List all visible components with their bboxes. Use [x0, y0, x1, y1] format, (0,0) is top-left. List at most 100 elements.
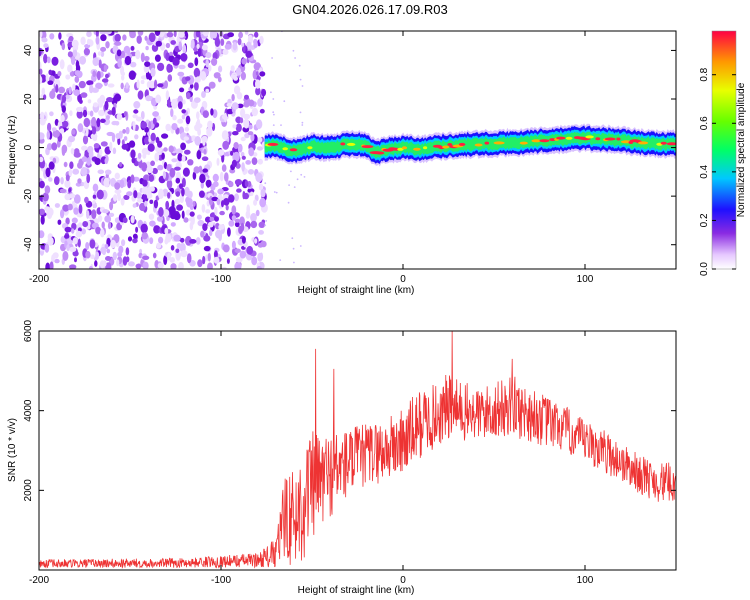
spectrogram-noise-speck [207, 120, 213, 129]
colorbar-tick-label: 0.8 [699, 67, 710, 81]
spectrogram-noise-speck [62, 204, 70, 212]
spectrogram-noise-speck [86, 80, 94, 86]
spectrogram-noise-speck [39, 68, 43, 75]
spectrogram-noise-speck [145, 95, 152, 102]
spectrogram-noise-speck [236, 92, 243, 100]
spectrogram-noise-speck [67, 203, 73, 211]
spectrogram-noise-speck [177, 101, 183, 110]
spectrogram-noise-speck [168, 145, 174, 153]
spectrogram-noise-speck [292, 247, 295, 250]
spectrogram-noise-speck [104, 215, 112, 223]
spectrogram-noise-speck [83, 48, 90, 56]
spectrogram-signal-core [595, 137, 601, 141]
spectrogram-noise-speck [231, 102, 239, 110]
spectrogram-noise-speck [135, 49, 141, 60]
spectrogram-noise-speck [157, 83, 164, 88]
spectrogram-noise-speck [120, 50, 126, 59]
spectrogram-noise-speck [167, 252, 171, 261]
spectrogram-noise-speck [224, 172, 229, 182]
spectrogram-noise-speck [273, 113, 275, 116]
spectrogram-noise-speck [127, 236, 133, 242]
spectrogram-noise-speck [145, 45, 149, 51]
spectrogram-noise-speck [42, 192, 49, 202]
spectrogram-noise-speck [264, 224, 267, 227]
spectrogram-noise-speck [61, 146, 66, 157]
spectrogram-noise-speck [192, 171, 197, 180]
spectrogram-noise-speck [60, 177, 64, 185]
spectrogram-noise-speck [121, 143, 129, 150]
spectrogram-signal-core [565, 136, 573, 140]
spectrogram-noise-speck [236, 188, 242, 193]
spectrogram-noise-speck [300, 173, 303, 176]
spectrogram-noise-speck [45, 73, 49, 83]
spectrogram-noise-speck [67, 64, 73, 73]
spectrogram-noise-speck [203, 245, 211, 252]
spectrogram-noise-speck [148, 174, 155, 182]
spectrogram-noise-speck [157, 62, 165, 72]
spectrogram-noise-speck [201, 204, 206, 213]
spectrogram-noise-speck [76, 106, 84, 112]
spectrogram-noise-speck [185, 115, 191, 125]
spectrogram-noise-speck [114, 41, 122, 46]
spectrogram-noise-speck [104, 157, 109, 165]
spectrogram-noise-speck [92, 183, 99, 192]
spectrogram-noise-speck [147, 143, 155, 152]
spectrogram-noise-speck [92, 126, 97, 135]
spectrogram-noise-speck [105, 262, 112, 269]
spectrogram-noise-speck [154, 79, 158, 89]
spectrogram-noise-speck [105, 41, 110, 49]
spectrogram-noise-speck [257, 158, 263, 165]
spectrogram-noise-speck [52, 157, 57, 164]
spectrogram-noise-speck [210, 108, 214, 116]
spectrogram-noise-speck [234, 193, 239, 202]
spectrogram-noise-speck [73, 148, 80, 156]
spectrogram-noise-speck [68, 35, 74, 42]
spectrogram-noise-speck [187, 190, 193, 199]
spectrogram-noise-speck [115, 133, 121, 139]
spectrogram-noise-speck [181, 154, 186, 162]
spectrogram-signal-core [493, 141, 505, 145]
spectrogram-noise-speck [159, 188, 163, 193]
spectrogram-noise-speck [80, 166, 88, 177]
spectrogram-noise-speck [270, 91, 272, 94]
spectrogram-y-tick-label: -40 [23, 237, 34, 252]
spectrogram-noise-speck [231, 205, 237, 215]
spectrogram-noise-speck [75, 60, 80, 69]
spectrogram-noise-speck [65, 74, 71, 80]
spectrogram-noise-speck [189, 83, 194, 89]
spectrogram-noise-speck [202, 223, 208, 232]
spectrogram-noise-speck [222, 49, 229, 55]
spectrogram-noise-speck [155, 40, 162, 47]
spectrogram-noise-speck [234, 248, 241, 254]
spectrogram-noise-speck [303, 176, 306, 178]
spectrogram-noise-speck [299, 245, 302, 247]
spectrogram-noise-speck [228, 220, 235, 227]
spectrogram-noise-speck [179, 87, 185, 93]
spectrogram-signal-core [340, 142, 346, 146]
spectrogram-y-tick-label: -20 [23, 188, 34, 203]
spectrogram-signal-core [638, 141, 649, 145]
spectrogram-noise-speck [228, 181, 234, 188]
spectrogram-noise-speck [166, 164, 172, 172]
spectrogram-noise-speck [152, 167, 158, 175]
spectrogram-noise-speck [258, 183, 264, 191]
spectrogram-signal-core [604, 137, 616, 141]
spectrogram-noise-speck [127, 180, 132, 189]
spectrogram-noise-speck [97, 215, 103, 223]
spectrogram-noise-speck [106, 248, 111, 254]
spectrogram-noise-speck [170, 245, 175, 251]
snr-plot-frame [38, 330, 677, 571]
spectrogram-noise-speck [72, 168, 80, 175]
spectrogram-noise-speck [140, 52, 145, 63]
spectrogram-noise-speck [85, 242, 90, 250]
spectrogram-noise-speck [85, 126, 89, 137]
spectrogram-noise-speck [237, 143, 243, 153]
spectrogram-noise-speck [39, 75, 43, 85]
spectrogram-noise-speck [100, 141, 108, 147]
spectrogram-noise-speck [211, 57, 218, 66]
spectrogram-noise-speck [175, 248, 180, 254]
spectrogram-noise-speck [106, 131, 114, 137]
spectrogram-noise-speck [44, 243, 50, 253]
spectrogram-noise-speck [135, 116, 143, 122]
spectrogram-noise-speck [259, 197, 267, 208]
